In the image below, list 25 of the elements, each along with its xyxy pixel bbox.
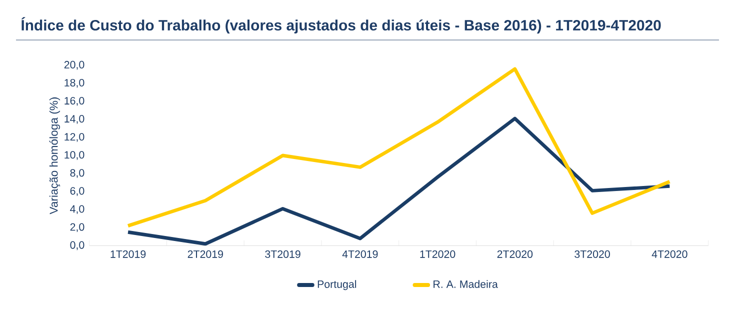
x-tick-label: 1T2019 [110, 250, 146, 258]
y-tick-label: 2,0 [70, 223, 84, 232]
legend-label: Portugal [318, 280, 356, 290]
x-tick-label: 4T2019 [342, 250, 378, 258]
y-tick-label: 18,0 [64, 78, 84, 88]
x-tick-label: 3T2019 [265, 250, 300, 258]
y-tick-label: 0,0 [70, 241, 84, 250]
legend-label: R. A. Madeira [434, 280, 498, 288]
chart-title: Índice de Custo do Trabalho (valores ajustados de dias úteis - Base 2016) - 1T2019-4T2020 [21, 17, 661, 34]
y-tick-label: 16,0 [64, 97, 84, 106]
y-tick-label: 12,0 [64, 133, 84, 142]
x-tick-label: 2T2019 [188, 250, 223, 258]
y-tick-label: 14,0 [64, 115, 84, 124]
line-series [126, 67, 672, 228]
y-tick-label: 20,0 [64, 60, 84, 70]
y-tick-label: 4,0 [70, 205, 84, 214]
y-axis-title: Variação homóloga (%) [49, 97, 60, 214]
x-tick-label: 1T2020 [420, 250, 456, 258]
y-tick-label: 8,0 [70, 169, 84, 178]
x-tick-label: 3T2020 [574, 250, 610, 258]
x-tick-label: 4T2020 [652, 250, 688, 258]
x-tick-label: 2T2020 [497, 250, 533, 258]
y-tick-label: 6,0 [70, 187, 84, 196]
y-tick-label: 10,0 [64, 151, 84, 160]
line-series [126, 116, 672, 246]
